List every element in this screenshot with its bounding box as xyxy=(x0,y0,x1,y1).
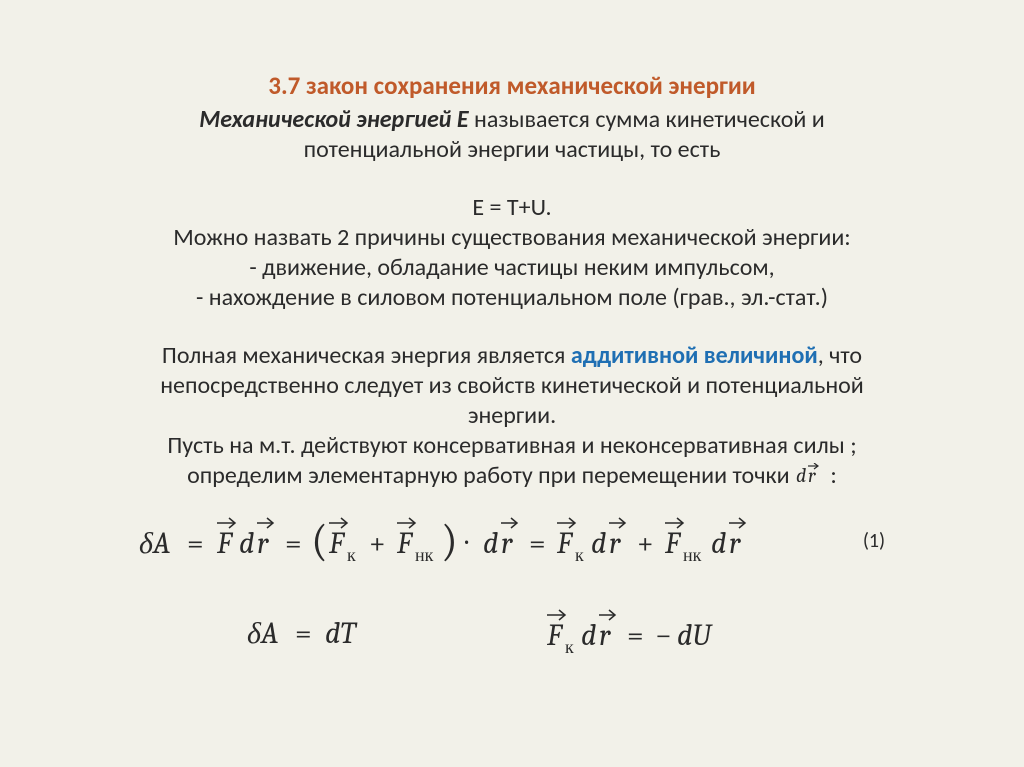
svg-text:d: d xyxy=(239,526,254,561)
slide-title: 3.7 закон сохранения механической энерги… xyxy=(50,70,974,101)
svg-text:d: d xyxy=(591,526,606,561)
svg-text:+: + xyxy=(369,526,386,561)
sub-equation-left: δA = dT xyxy=(247,613,397,658)
main-equation: δA = F d r = ( F к + xyxy=(50,513,974,569)
energy-equation: E = T+U. xyxy=(50,193,974,223)
equation-number: (1) xyxy=(863,529,885,553)
svg-text:d: d xyxy=(796,464,806,487)
spacer xyxy=(50,313,974,341)
svg-text:нк: нк xyxy=(683,545,702,566)
svg-text:δA: δA xyxy=(247,616,278,651)
definition-line-1: Механической энергией E называется сумма… xyxy=(50,105,974,135)
svg-text:d: d xyxy=(711,526,726,561)
reason-1: - движение, обладание частицы неким импу… xyxy=(50,253,974,283)
svg-text:F: F xyxy=(664,526,682,561)
sub-equations: δA = dT F к d r = − dU xyxy=(50,609,974,662)
additive-line-3: энергии. xyxy=(50,401,974,431)
svg-text:к: к xyxy=(575,545,584,566)
svg-text:F: F xyxy=(328,526,346,561)
additive-highlight: аддитивной величиной xyxy=(571,341,818,370)
svg-text:=: = xyxy=(295,616,312,651)
svg-text:=: = xyxy=(529,526,546,561)
svg-text:r: r xyxy=(599,618,611,653)
svg-text:r: r xyxy=(808,464,816,487)
svg-text:r: r xyxy=(609,526,621,561)
svg-text:r: r xyxy=(501,526,513,561)
additive-post: , что xyxy=(818,341,862,370)
additive-line-2: непосредственно следует из свойств кинет… xyxy=(50,371,974,401)
svg-text:d: d xyxy=(483,526,498,561)
work-line-pre: определим элементарную работу при переме… xyxy=(187,461,795,490)
additive-pre: Полная механическая энергия является xyxy=(162,341,571,370)
svg-text:+: + xyxy=(637,526,654,561)
svg-text:к: к xyxy=(347,545,356,566)
work-line-post: : xyxy=(825,461,837,490)
svg-text:=: = xyxy=(285,526,302,561)
definition-line-1-rest: называется сумма кинетической и xyxy=(469,105,825,134)
additive-line-1: Полная механическая энергия является адд… xyxy=(50,341,974,371)
term-mechanical-energy: Механической энергией E xyxy=(199,105,468,134)
svg-text:F: F xyxy=(396,526,414,561)
spacer xyxy=(50,165,974,193)
svg-text:F: F xyxy=(547,618,564,653)
reasons-intro: Можно назвать 2 причины существования ме… xyxy=(50,223,974,253)
work-line: определим элементарную работу при переме… xyxy=(50,461,974,495)
slide: 3.7 закон сохранения механической энерги… xyxy=(0,0,1024,767)
svg-text:нк: нк xyxy=(415,545,434,566)
svg-text:к: к xyxy=(565,637,574,657)
svg-text:=: = xyxy=(187,526,204,561)
definition-line-2: потенциальной энергии частицы, то есть xyxy=(50,135,974,165)
svg-text:r: r xyxy=(729,526,741,561)
dr-vector-inline: d r xyxy=(795,463,825,495)
forces-line: Пусть на м.т. действуют консервативная и… xyxy=(50,431,974,461)
svg-text:F: F xyxy=(556,526,574,561)
svg-text:F: F xyxy=(216,526,234,561)
sub-equation-right: F к d r = − dU xyxy=(547,609,777,662)
svg-text:−: − xyxy=(655,618,672,653)
svg-text:(: ( xyxy=(311,515,328,566)
svg-text:dT: dT xyxy=(325,616,358,651)
svg-text:r: r xyxy=(257,526,269,561)
svg-text:dU: dU xyxy=(677,618,713,653)
svg-text:δA: δA xyxy=(139,526,170,561)
svg-text:·: · xyxy=(465,524,469,559)
svg-text:d: d xyxy=(581,618,596,653)
svg-text:): ) xyxy=(441,515,458,566)
svg-text:=: = xyxy=(627,618,644,653)
reason-2: - нахождение в силовом потенциальном пол… xyxy=(50,283,974,313)
